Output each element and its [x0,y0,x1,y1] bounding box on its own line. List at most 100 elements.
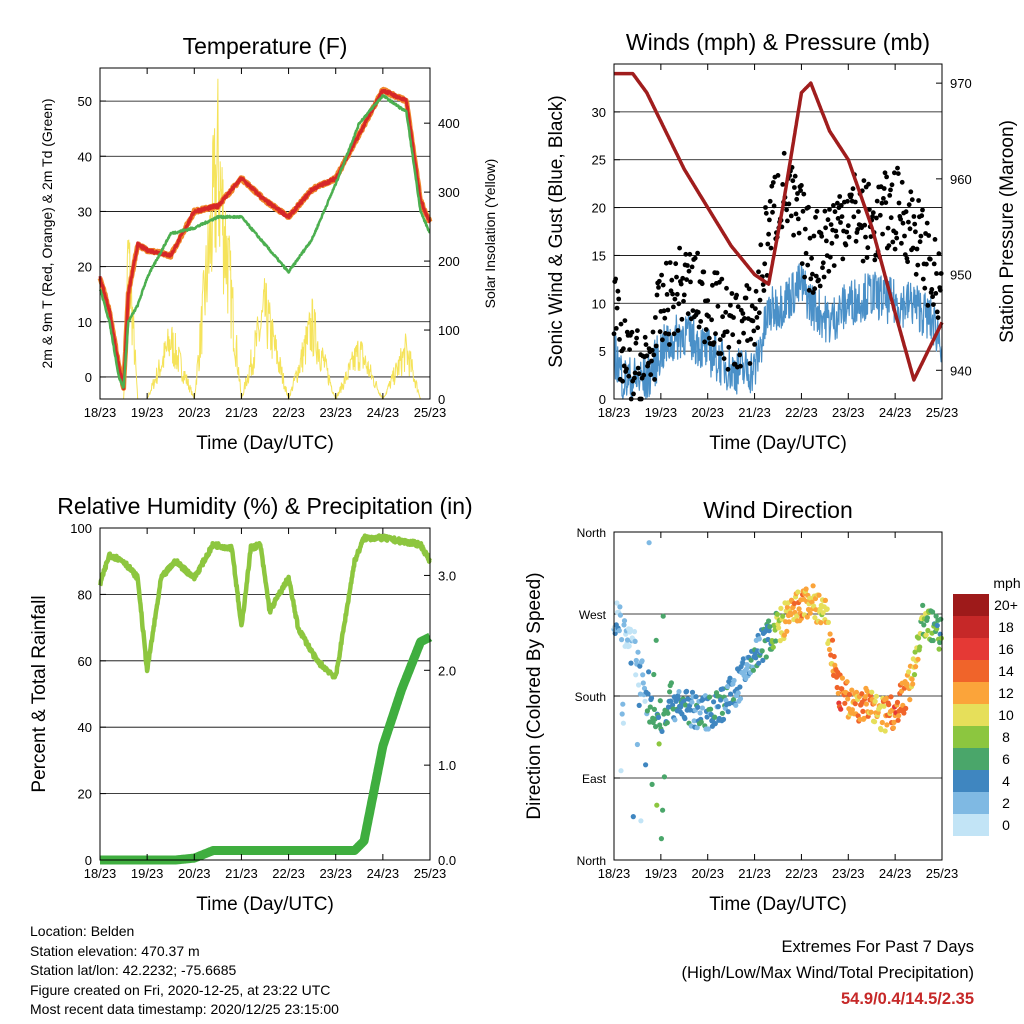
direction-point [906,669,912,675]
gust-point [629,329,635,335]
gust-point [771,203,777,209]
precip-line [96,632,434,865]
gust-point [736,339,742,345]
direction-point [839,675,846,681]
gust-point [883,200,889,206]
direction-point [930,637,936,644]
x-tick-label: 23/23 [319,866,352,881]
gust-point [920,207,925,213]
extremes-box: Extremes For Past 7 Days (High/Low/Max W… [681,934,974,1012]
x-tick-label: 24/23 [367,866,400,881]
x-tick-label: 24/23 [879,405,912,420]
direction-point [804,614,810,620]
gust-point [801,191,807,197]
gust-point [672,296,678,302]
gust-point [635,365,641,371]
gust-point [681,298,686,304]
gust-point [832,209,838,215]
y-right-tick-label: 960 [950,172,972,187]
gust-point [614,305,620,311]
y-tick-label: 50 [78,94,92,109]
gust-point [855,227,861,232]
x-tick-label: 21/23 [738,405,771,420]
direction-point [794,613,800,619]
gust-point [653,343,659,349]
direction-point [727,675,733,681]
legend-swatch [953,616,989,638]
direction-point [640,672,646,678]
x-tick-label: 24/23 [879,866,912,881]
gust-point [683,251,689,257]
direction-point [760,657,766,664]
direction-point [694,725,700,731]
x-tick-label: 23/23 [832,405,865,420]
gust-point [915,262,921,268]
direction-point [831,653,837,660]
direction-point [645,691,651,697]
gust-point [831,263,837,268]
direction-point [809,599,815,605]
direction-point [636,682,642,688]
pressure-line [612,71,944,382]
gust-point [863,234,868,240]
gust-point [788,213,794,219]
gust-point [903,209,909,215]
direction-point [884,722,890,728]
gust-point [618,321,624,327]
direction-point [756,636,762,642]
direction-point [869,689,875,695]
legend-swatch [953,726,989,748]
gust-point [849,192,854,198]
direction-point [776,625,782,631]
direction-point [719,710,726,716]
direction-point [689,699,695,705]
gust-point [819,233,825,239]
gust-point [702,339,707,345]
legend-swatch [953,770,989,792]
gust-point [827,207,832,212]
x-tick-label: 21/23 [225,405,258,420]
x-tick-label: 20/23 [691,405,724,420]
x-tick-label: 20/23 [691,866,724,881]
legend-label: 8 [1002,729,1010,745]
direction-point [718,697,724,703]
gust-point [816,277,821,283]
direction-point [712,714,718,720]
direction-point [620,720,627,726]
gust-point [763,210,769,216]
y-tick-label: 0 [85,370,92,385]
gust-point [794,196,800,202]
gust-point [755,325,761,331]
direction-point [818,620,824,626]
gust-point [724,285,729,291]
panel-title: Temperature (F) [183,33,348,59]
direction-point [849,707,856,713]
gust-point [666,331,672,337]
direction-point [636,702,642,709]
direction-point [766,618,772,624]
gust-point [746,286,752,292]
y-tick-label: 20 [78,787,92,802]
gust-point [825,217,831,223]
panel-title: Winds (mph) & Pressure (mb) [626,29,930,55]
x-axis-label: Time (Day/UTC) [709,433,847,454]
direction-point [637,663,643,669]
direction-point [916,635,922,641]
direction-point [895,717,901,723]
gust-point [919,213,925,219]
direction-point [765,636,771,643]
gust-point [870,210,876,216]
direction-point [807,610,813,616]
direction-point [803,586,809,592]
direction-point [753,655,759,661]
direction-point [740,656,747,662]
direction-point [660,613,666,619]
gust-point [688,279,693,285]
gust-point [795,191,800,196]
legend-swatch [953,814,989,836]
x-tick-label: 25/23 [926,866,959,881]
gust-point [791,232,796,238]
direction-point [661,774,668,780]
gust-point [809,255,814,261]
direction-point [627,626,634,632]
